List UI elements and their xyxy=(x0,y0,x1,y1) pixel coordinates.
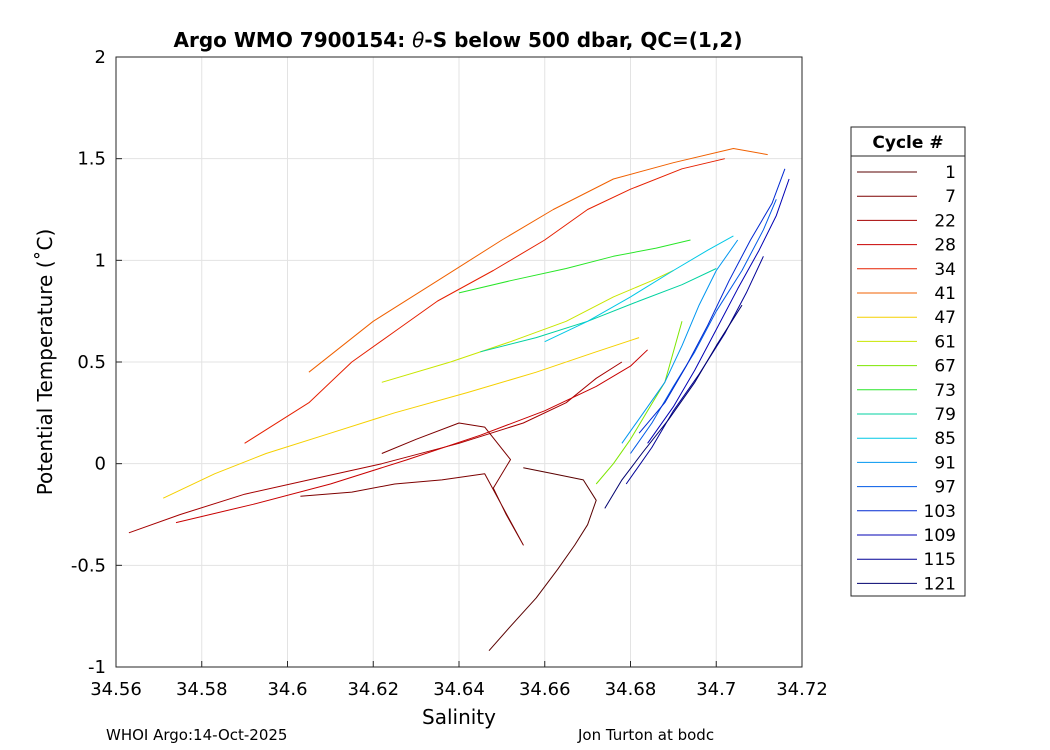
series-line-cycle-85 xyxy=(544,235,734,343)
legend-label: 61 xyxy=(934,332,956,352)
x-tick-label: 34.66 xyxy=(519,679,571,700)
legend-label: 1 xyxy=(945,163,956,183)
series-line-cycle-109 xyxy=(647,178,790,444)
legend-label: 121 xyxy=(924,574,956,594)
x-tick-label: 34.72 xyxy=(776,679,828,700)
title-theta: θ xyxy=(412,28,424,52)
legend-label: 73 xyxy=(934,381,956,401)
y-tick-label: -0.5 xyxy=(71,555,106,576)
legend-title: Cycle # xyxy=(872,133,943,153)
series-line-cycle-22 xyxy=(128,361,623,534)
x-axis-label: Salinity xyxy=(422,705,496,729)
title-prefix: Argo WMO 7900154: xyxy=(174,28,413,52)
legend-label: 85 xyxy=(934,429,956,449)
x-tick-label: 34.68 xyxy=(605,679,657,700)
legend-label: 79 xyxy=(934,405,956,425)
x-tick-label: 34.64 xyxy=(433,679,485,700)
series-line-cycle-91 xyxy=(621,239,739,444)
y-tick-label: 1.5 xyxy=(77,149,106,170)
legend-label: 115 xyxy=(924,550,956,570)
series-line-cycle-103 xyxy=(638,168,786,434)
footer-right-credit: Jon Turton at bodc xyxy=(578,726,715,744)
y-tick-label: -1 xyxy=(88,657,106,678)
y-tick-label: 0 xyxy=(95,454,106,475)
legend-label: 67 xyxy=(934,357,956,377)
legend-label: 47 xyxy=(934,308,956,328)
y-tick-label: 0.5 xyxy=(77,352,106,373)
legend-box xyxy=(850,126,966,597)
legend-label: 91 xyxy=(934,453,956,473)
series-layer xyxy=(128,148,790,652)
chart-title: Argo WMO 7900154: θ-S below 500 dbar, QC… xyxy=(174,28,743,52)
series-line-cycle-121 xyxy=(604,304,743,509)
legend-label: 7 xyxy=(945,187,956,207)
axis-ticks: 34.56 34.58 34.6 34.62 34.64 34.66 34.68 34.7 34… xyxy=(71,47,828,700)
legend-label: 109 xyxy=(924,526,956,546)
series-line-cycle-28 xyxy=(175,349,648,524)
legend-label: 22 xyxy=(934,211,956,231)
series-line-cycle-47 xyxy=(162,337,640,499)
series-line-cycle-97 xyxy=(630,199,777,454)
y-tick-label: 2 xyxy=(95,47,106,68)
legend-items: 1 7 22 28 34 41 47 61 67 73 79 85 91 97 103 109 115 121 xyxy=(857,163,956,594)
series-line-cycle-67 xyxy=(595,321,683,485)
x-tick-label: 34.7 xyxy=(696,679,736,700)
legend-label: 28 xyxy=(934,236,956,256)
y-tick-label: 1 xyxy=(95,250,106,271)
x-tick-label: 34.56 xyxy=(90,679,142,700)
series-line-cycle-73 xyxy=(458,239,691,294)
series-line-cycle-34 xyxy=(244,158,725,444)
legend-label: 103 xyxy=(924,502,956,522)
series-line-cycle-79 xyxy=(480,268,717,353)
legend-label: 41 xyxy=(934,284,956,304)
x-tick-label: 34.62 xyxy=(347,679,399,700)
x-tick-label: 34.6 xyxy=(267,679,307,700)
title-suffix: -S below 500 dbar, QC=(1,2) xyxy=(424,28,742,52)
series-line-cycle-1 xyxy=(488,467,597,652)
x-tick-label: 34.58 xyxy=(176,679,228,700)
footer-left-credit: WHOI Argo:14-Oct-2025 xyxy=(106,726,288,744)
series-line-cycle-41 xyxy=(308,148,768,373)
legend: Cycle # 1 7 22 28 34 41 47 61 67 73 79 85 91 97 103 109… xyxy=(850,126,966,597)
legend-label: 97 xyxy=(934,478,956,498)
series-line-cycle-7 xyxy=(300,422,524,546)
y-axis-label: Potential Temperature (˚C) xyxy=(33,229,57,496)
legend-label: 34 xyxy=(934,260,956,280)
series-line-cycle-61 xyxy=(381,270,674,383)
